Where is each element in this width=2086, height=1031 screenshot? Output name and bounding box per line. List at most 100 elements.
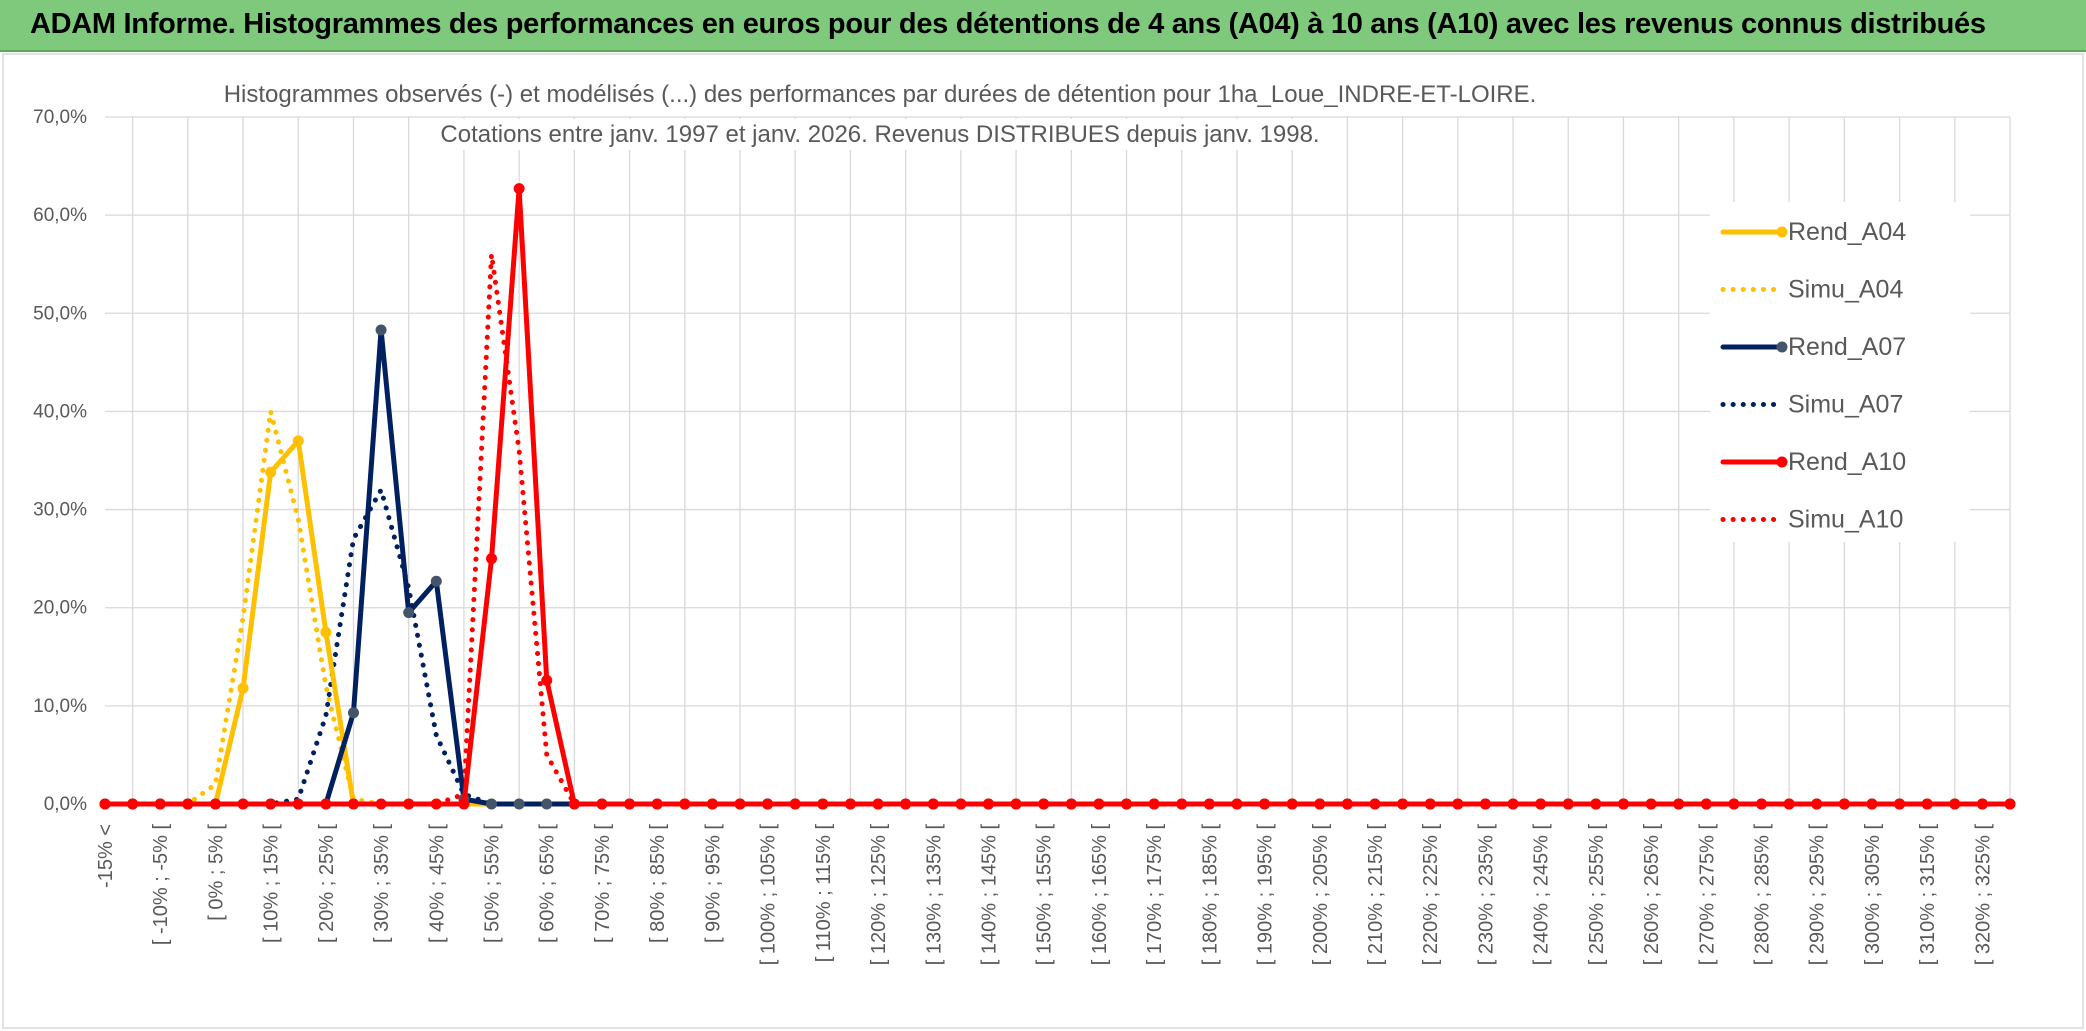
- y-tick-label: 70,0%: [33, 107, 87, 128]
- marker: [458, 798, 470, 810]
- marker: [1065, 798, 1077, 810]
- marker: [99, 798, 111, 810]
- legend-label: Simu_A04: [1788, 276, 1903, 304]
- marker: [1479, 798, 1491, 810]
- marker: [817, 798, 829, 810]
- marker: [900, 798, 912, 810]
- x-tick-label: [ 310% ; 315% [: [1917, 824, 1939, 966]
- marker: [1424, 798, 1436, 810]
- legend-label: Rend_A04: [1788, 218, 1906, 246]
- marker: [486, 798, 498, 810]
- marker: [375, 798, 387, 810]
- marker: [2004, 798, 2016, 810]
- marker: [1866, 798, 1878, 810]
- x-tick-label: [ 260% ; 265% [: [1641, 824, 1663, 966]
- marker: [1176, 798, 1188, 810]
- marker: [1148, 798, 1160, 810]
- y-tick-label: 60,0%: [33, 205, 87, 226]
- y-tick-label: 20,0%: [33, 598, 87, 619]
- marker: [1452, 798, 1464, 810]
- marker: [541, 798, 553, 810]
- marker: [347, 707, 359, 719]
- marker: [1756, 798, 1768, 810]
- legend-label: Rend_A10: [1788, 448, 1906, 476]
- marker: [1728, 798, 1740, 810]
- subtitle-bg: [217, 79, 1543, 110]
- marker: [844, 798, 856, 810]
- marker: [1673, 798, 1685, 810]
- chart-subtitle: Cotations entre janv. 1997 et janv. 2026…: [440, 121, 1319, 148]
- marker: [292, 435, 304, 447]
- legend-marker: [1776, 226, 1788, 238]
- legend-label: Rend_A07: [1788, 333, 1906, 361]
- marker: [237, 798, 249, 810]
- marker: [1700, 798, 1712, 810]
- x-tick-label: [ 110% ; 115% [: [813, 824, 835, 963]
- marker: [624, 798, 636, 810]
- x-tick-label: [ 210% ; 215% [: [1365, 824, 1387, 966]
- marker: [513, 798, 525, 810]
- x-tick-label: [ 20% ; 25% [: [316, 824, 338, 943]
- x-tick-label: [ 190% ; 195% [: [1255, 824, 1277, 966]
- x-tick-label: [ 270% ; 275% [: [1696, 824, 1718, 966]
- x-tick-label: [ 230% ; 235% [: [1475, 824, 1497, 966]
- marker: [789, 798, 801, 810]
- marker: [734, 798, 746, 810]
- marker: [872, 798, 884, 810]
- marker: [265, 466, 277, 478]
- marker: [292, 798, 304, 810]
- x-tick-label: [ 250% ; 255% [: [1586, 824, 1608, 966]
- marker: [430, 575, 442, 587]
- marker: [1921, 798, 1933, 810]
- marker: [568, 798, 580, 810]
- chart: 0,0% 10,0% 20,0% 30,0% 40,0% 50,0% 60,0% 70,0% H…: [2, 53, 2084, 1029]
- marker: [762, 798, 774, 810]
- x-tick-label: -15% <: [95, 824, 117, 888]
- marker: [679, 798, 691, 810]
- marker: [955, 798, 967, 810]
- series-line: [102, 186, 2013, 807]
- marker: [403, 798, 415, 810]
- x-tick-label: [ 90% ; 95% [: [702, 824, 724, 943]
- marker: [651, 798, 663, 810]
- x-tick-label: [ 300% ; 305% [: [1862, 824, 1884, 966]
- y-tick-label: 50,0%: [33, 303, 87, 324]
- marker: [1259, 798, 1271, 810]
- x-tick-label: [ 10% ; 15% [: [261, 824, 283, 943]
- x-tick-label: [ 140% ; 145% [: [978, 824, 1000, 966]
- x-tick-label: [ 290% ; 295% [: [1807, 824, 1829, 966]
- x-tick-label: [ 160% ; 165% [: [1089, 824, 1111, 966]
- chart-subtitle: Histogrammes observés (-) et modélisés (…: [224, 81, 1537, 108]
- x-tick-label: [ 130% ; 135% [: [923, 824, 945, 966]
- x-tick-label: [ 200% ; 205% [: [1310, 824, 1332, 966]
- marker: [1397, 798, 1409, 810]
- marker: [1949, 798, 1961, 810]
- marker: [706, 798, 718, 810]
- marker: [1203, 798, 1215, 810]
- marker: [320, 798, 332, 810]
- y-tick-label: 30,0%: [33, 500, 87, 521]
- marker: [1590, 798, 1602, 810]
- x-tick-label: [ 120% ; 125% [: [868, 824, 890, 966]
- marker: [1535, 798, 1547, 810]
- x-tick-label: [ 80% ; 85% [: [647, 824, 669, 943]
- marker: [486, 553, 498, 565]
- marker: [1010, 798, 1022, 810]
- marker: [1231, 798, 1243, 810]
- x-tick-label: [ 40% ; 45% [: [426, 824, 448, 943]
- y-tick-label: 10,0%: [33, 696, 87, 717]
- marker: [1838, 798, 1850, 810]
- marker: [596, 798, 608, 810]
- title-bar: ADAM Informe. Histogrammes des performan…: [0, 0, 2086, 52]
- marker: [347, 798, 359, 810]
- x-tick-label: [ -10% ; -5% [: [150, 824, 172, 946]
- x-tick-label: [ 0% ; 5% [: [205, 824, 227, 921]
- x-tick-label: [ 320% ; 325% [: [1972, 824, 1994, 966]
- marker: [1286, 798, 1298, 810]
- x-tick-label: [ 280% ; 285% [: [1752, 824, 1774, 966]
- x-tick-label: [ 50% ; 55% [: [482, 824, 504, 943]
- marker: [1562, 798, 1574, 810]
- marker: [513, 183, 525, 195]
- marker: [1507, 798, 1519, 810]
